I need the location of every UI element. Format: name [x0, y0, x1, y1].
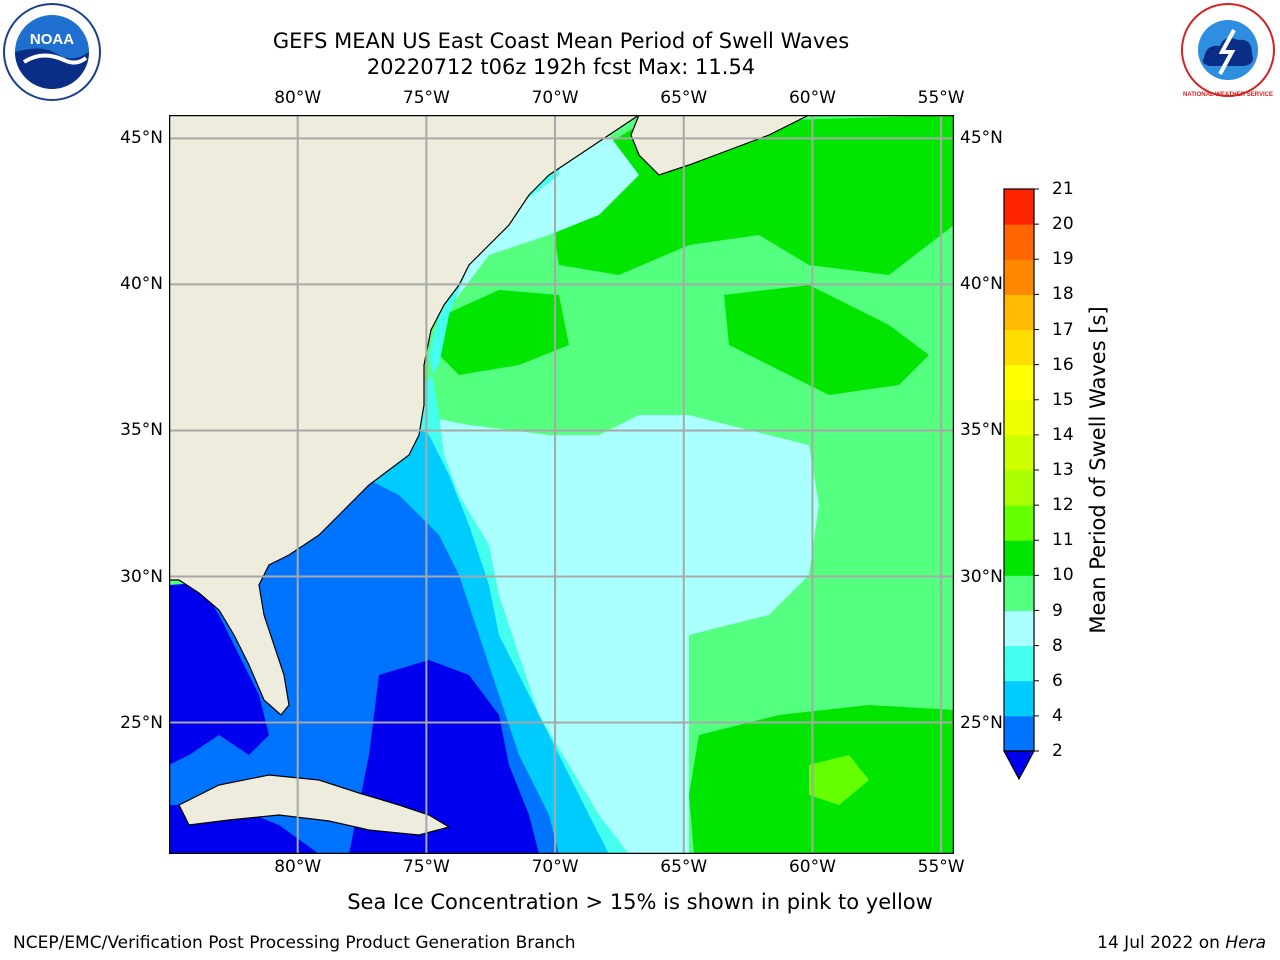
lat-tick-label-left: 35°N	[120, 420, 163, 441]
colorbar	[1002, 188, 1039, 781]
lon-tick-label-top: 70°W	[531, 88, 579, 108]
colorbar-tick-label: 6	[1052, 670, 1063, 691]
colorbar-tick-label: 16	[1052, 354, 1074, 375]
contour-below-2-gulf	[169, 583, 269, 765]
colorbar-cell	[1004, 715, 1034, 752]
colorbar-cell	[1004, 434, 1034, 471]
colorbar-cell	[1004, 645, 1034, 682]
colorbar-tick-label: 17	[1052, 319, 1074, 340]
colorbar-tick-label: 2	[1052, 741, 1063, 761]
colorbar-cell	[1004, 505, 1034, 541]
colorbar-tick-label: 4	[1052, 705, 1063, 726]
nws-logo: NATIONAL WEATHER SERVICE	[1181, 3, 1275, 98]
colorbar-cell	[1004, 540, 1034, 576]
colorbar-tick-label: 12	[1052, 495, 1074, 516]
colorbar-cell	[1004, 294, 1034, 330]
colorbar-cell	[1004, 224, 1034, 260]
cuba-land	[178, 774, 451, 836]
colorbar-cell	[1004, 470, 1034, 506]
lat-tick-label-left: 40°N	[120, 274, 163, 295]
lon-tick-label-bot: 80°W	[274, 857, 322, 877]
nws-logo-text: NATIONAL WEATHER SERVICE	[1183, 92, 1273, 98]
lat-tick-label-left: 30°N	[120, 566, 163, 587]
lat-tick-label-right: 25°N	[960, 712, 1003, 733]
colorbar-cell	[1004, 610, 1034, 647]
footer-host: Hera	[1225, 933, 1266, 953]
colorbar-cell	[1004, 680, 1034, 717]
colorbar-cell	[1004, 399, 1034, 436]
chart-title: GEFS MEAN US East Coast Mean Period of S…	[272, 29, 850, 53]
colorbar-tick-label: 15	[1052, 389, 1074, 410]
lon-tick-label-bot: 65°W	[660, 857, 708, 877]
lat-tick-label-right: 45°N	[960, 128, 1003, 149]
colorbar-tick-label: 13	[1052, 460, 1074, 480]
contour-11-12	[809, 755, 869, 805]
nova-scotia-land	[630, 115, 810, 176]
swell-period-map	[169, 115, 954, 854]
land	[169, 115, 810, 836]
colorbar-tick-label: 14	[1052, 424, 1074, 445]
colorbar-cell	[1004, 575, 1034, 611]
lon-tick-label-top: 60°W	[788, 88, 836, 108]
colorbar-tick-label: 8	[1052, 635, 1063, 656]
colorbar-cell	[1004, 329, 1034, 366]
colorbar-cell	[1004, 189, 1034, 225]
lon-tick-label-bot: 70°W	[531, 857, 579, 877]
colorbar-tick-label: 18	[1052, 284, 1074, 305]
lon-tick-label-bot: 75°W	[402, 857, 450, 877]
lon-tick-label-top: 65°W	[660, 88, 708, 108]
noaa-logo: NOAA	[3, 3, 101, 101]
colorbar-cell	[1004, 364, 1034, 401]
colorbar-tick-label: 10	[1052, 565, 1074, 586]
lat-tick-label-right: 35°N	[960, 420, 1003, 441]
map-frame	[169, 115, 954, 854]
north-america-land	[169, 115, 641, 716]
lon-tick-label-top: 75°W	[402, 88, 450, 108]
contour-10-11-west	[439, 290, 569, 375]
colorbar-cell	[1004, 259, 1034, 295]
lat-tick-label-right: 30°N	[960, 566, 1003, 587]
footer-date: 14 Jul 2022 on Hera	[1097, 933, 1266, 953]
chart-subtitle: 20220712 t06z 192h fcst Max: 11.54	[366, 55, 756, 79]
contour-10-11-central	[724, 285, 929, 395]
lat-tick-label-left: 45°N	[120, 128, 163, 149]
lat-tick-label-left: 25°N	[120, 712, 163, 733]
map-gridlines	[169, 115, 954, 854]
lon-tick-label-top: 80°W	[274, 88, 322, 108]
colorbar-tick-label: 19	[1052, 249, 1074, 270]
sea-ice-note: Sea Ice Concentration > 15% is shown in …	[347, 890, 933, 914]
noaa-logo-text: NOAA	[30, 31, 74, 48]
lon-tick-label-top: 55°W	[917, 88, 965, 108]
colorbar-title: Mean Period of Swell Waves [s]	[1086, 306, 1110, 634]
lat-tick-label-right: 40°N	[960, 274, 1003, 295]
colorbar-tick-label: 9	[1052, 600, 1063, 621]
lon-tick-label-bot: 55°W	[917, 857, 965, 877]
footer-date-text: 14 Jul 2022 on	[1097, 933, 1226, 953]
colorbar-tick-label: 20	[1052, 214, 1074, 235]
colorbar-tick-label: 21	[1052, 179, 1074, 199]
lon-tick-label-bot: 60°W	[788, 857, 836, 877]
colorbar-tick-label: 11	[1052, 530, 1074, 551]
colorbar-under-extension	[1002, 750, 1036, 781]
footer-credit: NCEP/EMC/Verification Post Processing Pr…	[13, 933, 576, 953]
